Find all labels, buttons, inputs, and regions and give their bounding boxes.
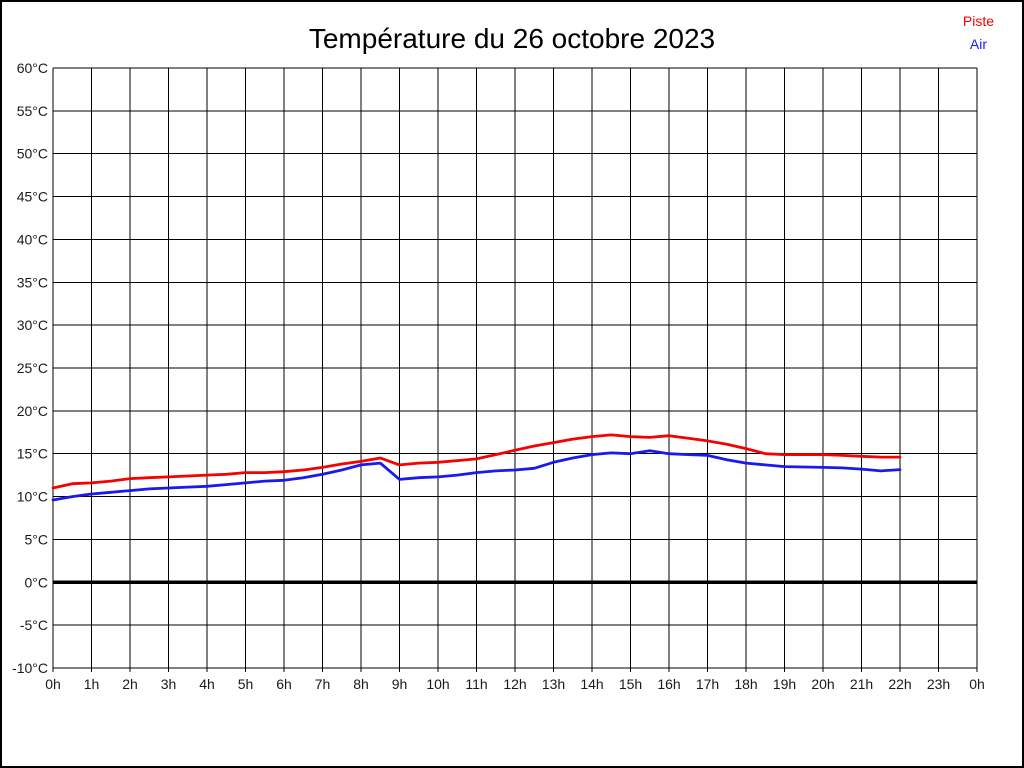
- x-axis-tick-label: 17h: [696, 676, 719, 692]
- x-axis-tick-label: 6h: [276, 676, 292, 692]
- y-axis-tick-label: -5°C: [20, 617, 48, 633]
- y-axis-tick-label: 10°C: [17, 489, 48, 505]
- x-axis-tick-label: 11h: [465, 676, 487, 692]
- x-axis-tick-label: 0h: [969, 676, 985, 692]
- y-axis-tick-label: 0°C: [25, 574, 49, 590]
- x-axis-tick-label: 15h: [619, 676, 642, 692]
- x-axis-tick-label: 13h: [542, 676, 565, 692]
- x-axis-tick-label: 5h: [238, 676, 254, 692]
- x-axis-tick-label: 1h: [84, 676, 100, 692]
- y-axis-tick-label: 5°C: [25, 531, 49, 547]
- x-axis-tick-label: 20h: [811, 676, 834, 692]
- chart-title: Température du 26 octobre 2023: [308, 23, 716, 54]
- y-axis-tick-label: 50°C: [17, 146, 48, 162]
- x-axis-tick-label: 21h: [850, 676, 873, 692]
- x-axis-tick-label: 22h: [888, 676, 911, 692]
- x-axis-tick-label: 12h: [503, 676, 526, 692]
- x-axis-tick-label: 2h: [122, 676, 138, 692]
- air-series-line: [51, 449, 902, 502]
- x-axis-tick-label: 16h: [657, 676, 680, 692]
- y-axis-tick-label: 60°C: [17, 60, 48, 76]
- legend-item-piste: Piste: [962, 13, 994, 29]
- y-axis-tick-label: 20°C: [17, 403, 48, 419]
- y-axis-tick-label: 35°C: [17, 274, 48, 290]
- legend-item-air: Air: [969, 36, 987, 52]
- x-axis-tick-label: 14h: [580, 676, 603, 692]
- y-axis-tick-label: 45°C: [17, 189, 48, 205]
- y-axis-tick-label: -10°C: [12, 660, 48, 676]
- y-axis-tick-label: 30°C: [17, 317, 48, 333]
- legend: Piste Air: [963, 14, 994, 60]
- y-axis-tick-label: 15°C: [17, 446, 48, 462]
- x-axis-tick-label: 9h: [392, 676, 408, 692]
- y-axis-tick-label: 55°C: [17, 103, 48, 119]
- x-axis-tick-label: 8h: [353, 676, 369, 692]
- y-axis-tick-label: 25°C: [17, 360, 48, 376]
- x-axis-tick-label: 7h: [315, 676, 331, 692]
- x-axis-tick-label: 19h: [773, 676, 796, 692]
- y-axis-tick-label: 40°C: [17, 231, 48, 247]
- x-axis-tick-label: 10h: [426, 676, 449, 692]
- x-axis-tick-label: 18h: [734, 676, 757, 692]
- x-axis-tick-label: 0h: [45, 676, 61, 692]
- piste-series-line: [51, 433, 902, 490]
- x-axis-tick-label: 4h: [199, 676, 215, 692]
- x-axis-tick-label: 3h: [161, 676, 177, 692]
- x-axis-tick-label: 23h: [927, 676, 950, 692]
